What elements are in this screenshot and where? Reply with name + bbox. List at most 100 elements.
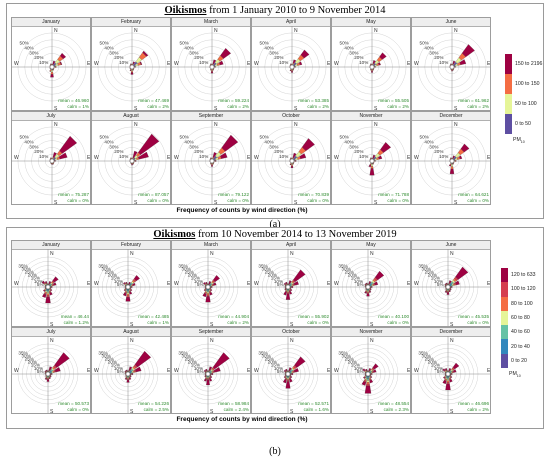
rose-segment (206, 378, 210, 380)
ring-label: 40% (104, 139, 113, 144)
ring-label: 40% (24, 139, 33, 144)
rose-segment (367, 290, 369, 292)
calm-circle (209, 158, 215, 164)
rose-segment (372, 363, 379, 370)
ring-label: 20% (34, 55, 43, 60)
rose-segment (210, 289, 213, 292)
rose-segment (452, 60, 456, 65)
calm-label: calm = 2% (467, 104, 489, 109)
calm-label: calm = 2% (387, 104, 409, 109)
ring-label: 10% (439, 60, 448, 65)
compass-label: S (450, 322, 454, 327)
ring-label: 20% (28, 273, 37, 278)
rose-segment (446, 292, 450, 295)
rose-segment (124, 372, 126, 374)
ring-label: 5% (197, 369, 204, 374)
rose-segment (367, 283, 369, 285)
compass-label: W (14, 155, 19, 161)
rose-segment (49, 375, 52, 378)
legend-item: 40 to 60 (501, 325, 530, 340)
rose-segment (133, 68, 135, 70)
ring-label: 30% (189, 50, 198, 55)
ring-label: 30% (429, 50, 438, 55)
rose-segment (127, 378, 129, 380)
rose-segment (285, 281, 288, 284)
compass-label: N (210, 251, 214, 257)
rose-segment (50, 287, 52, 289)
rose-segment (135, 366, 142, 373)
month-label: March (172, 241, 250, 250)
legend-swatch (501, 268, 508, 283)
figure-b-xlabel: Frequency of counts by wind direction (%… (176, 416, 308, 423)
rose-segment (290, 63, 292, 65)
rose-segment (287, 283, 289, 285)
ring-label: 10% (114, 279, 123, 284)
compass-label: N (294, 122, 298, 128)
compass-label: N (130, 251, 134, 257)
rose-segment (444, 285, 446, 287)
calm-label: calm = 1.6% (304, 407, 329, 412)
compass-label: W (94, 155, 99, 161)
ring-label: 40% (424, 45, 433, 50)
rose-segment (367, 289, 369, 291)
rose-segment (49, 70, 52, 72)
ring-label: 10% (119, 60, 128, 65)
compass-label: W (174, 368, 179, 374)
rose-segment (128, 281, 131, 285)
ring-label: 30% (101, 353, 110, 358)
legend-swatch (501, 310, 508, 326)
compass-label: N (54, 122, 58, 128)
rose-segment (291, 158, 293, 159)
ring-label: 30% (109, 144, 118, 149)
rose-segment (284, 285, 286, 287)
rose-segment (131, 286, 133, 288)
rose-segment (124, 285, 126, 287)
rose-segment (289, 158, 291, 160)
ring-label: 40% (184, 45, 193, 50)
legend-swatch (501, 353, 508, 369)
ring-label: 35% (258, 350, 267, 355)
rose-segment (129, 64, 131, 66)
rose-segment (451, 70, 453, 72)
rose-segment (52, 69, 54, 71)
rose-segment (209, 292, 213, 296)
rose-segment (47, 378, 49, 380)
rose-segment (448, 290, 451, 293)
rose-segment (130, 63, 132, 65)
ring-label: 15% (111, 363, 120, 368)
mean-label: mean = 46.960 (58, 98, 89, 103)
ring-label: 40% (24, 45, 33, 50)
ring-label: 5% (357, 282, 364, 287)
ring-label: 10% (199, 154, 208, 159)
rose-segment (58, 152, 68, 160)
rose-segment (294, 66, 296, 68)
compass-label: E (327, 155, 331, 161)
rose-segment (125, 369, 128, 372)
rose-segment (130, 289, 133, 292)
rose-segment (365, 282, 368, 285)
month-label: January (12, 18, 90, 27)
compass-label: E (167, 61, 171, 67)
mean-label: mean = 53.385 (298, 98, 329, 103)
caption-b: (b) (269, 446, 281, 457)
rose-segment (48, 377, 51, 380)
rose-segment (447, 376, 449, 378)
ring-label: 20% (194, 149, 203, 154)
rose-segment (209, 378, 213, 382)
compass-label: E (87, 368, 91, 374)
compass-label: S (454, 200, 458, 205)
rose-segment (125, 375, 127, 377)
compass-label: S (130, 409, 134, 414)
mean-label: mean = 61.962 (458, 98, 489, 103)
rose-segment (203, 282, 206, 285)
ring-label: 50% (420, 41, 429, 46)
compass-label: S (454, 106, 458, 111)
mean-label: mean = 71.788 (378, 192, 409, 197)
calm-label: calm = 0% (467, 320, 489, 325)
